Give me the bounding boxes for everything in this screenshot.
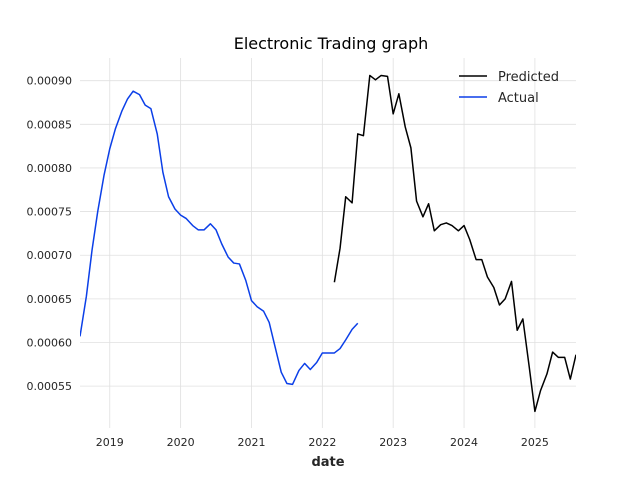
x-tick-label: 2024 xyxy=(450,436,478,449)
x-axis-ticks: 2019 2020 2021 2022 2023 2024 2025 xyxy=(96,436,549,449)
y-axis-ticks: 0.00055 0.00060 0.00065 0.00070 0.00075 0.000… xyxy=(27,75,73,393)
x-tick-label: 2020 xyxy=(167,436,195,449)
series-line-predicted xyxy=(333,74,576,413)
x-axis-label: date xyxy=(311,455,344,470)
y-tick-label: 0.00085 xyxy=(27,118,73,131)
legend: Predicted Actual xyxy=(459,70,559,106)
legend-label: Actual xyxy=(498,91,539,106)
series-lines xyxy=(80,74,576,413)
legend-label: Predicted xyxy=(498,70,559,85)
x-tick-label: 2023 xyxy=(379,436,407,449)
grid xyxy=(80,58,576,428)
y-tick-label: 0.00055 xyxy=(27,380,73,393)
y-tick-label: 0.00065 xyxy=(27,293,73,306)
y-tick-label: 0.00090 xyxy=(27,75,73,88)
chart-title: Electronic Trading graph xyxy=(234,34,429,53)
x-tick-label: 2019 xyxy=(96,436,124,449)
y-tick-label: 0.00060 xyxy=(27,336,73,349)
y-tick-label: 0.00070 xyxy=(27,249,73,262)
y-tick-label: 0.00075 xyxy=(27,206,73,219)
y-tick-label: 0.00080 xyxy=(27,162,73,175)
x-tick-label: 2022 xyxy=(308,436,336,449)
x-tick-label: 2025 xyxy=(521,436,549,449)
x-tick-label: 2021 xyxy=(237,436,265,449)
series-line-actual xyxy=(80,90,359,386)
